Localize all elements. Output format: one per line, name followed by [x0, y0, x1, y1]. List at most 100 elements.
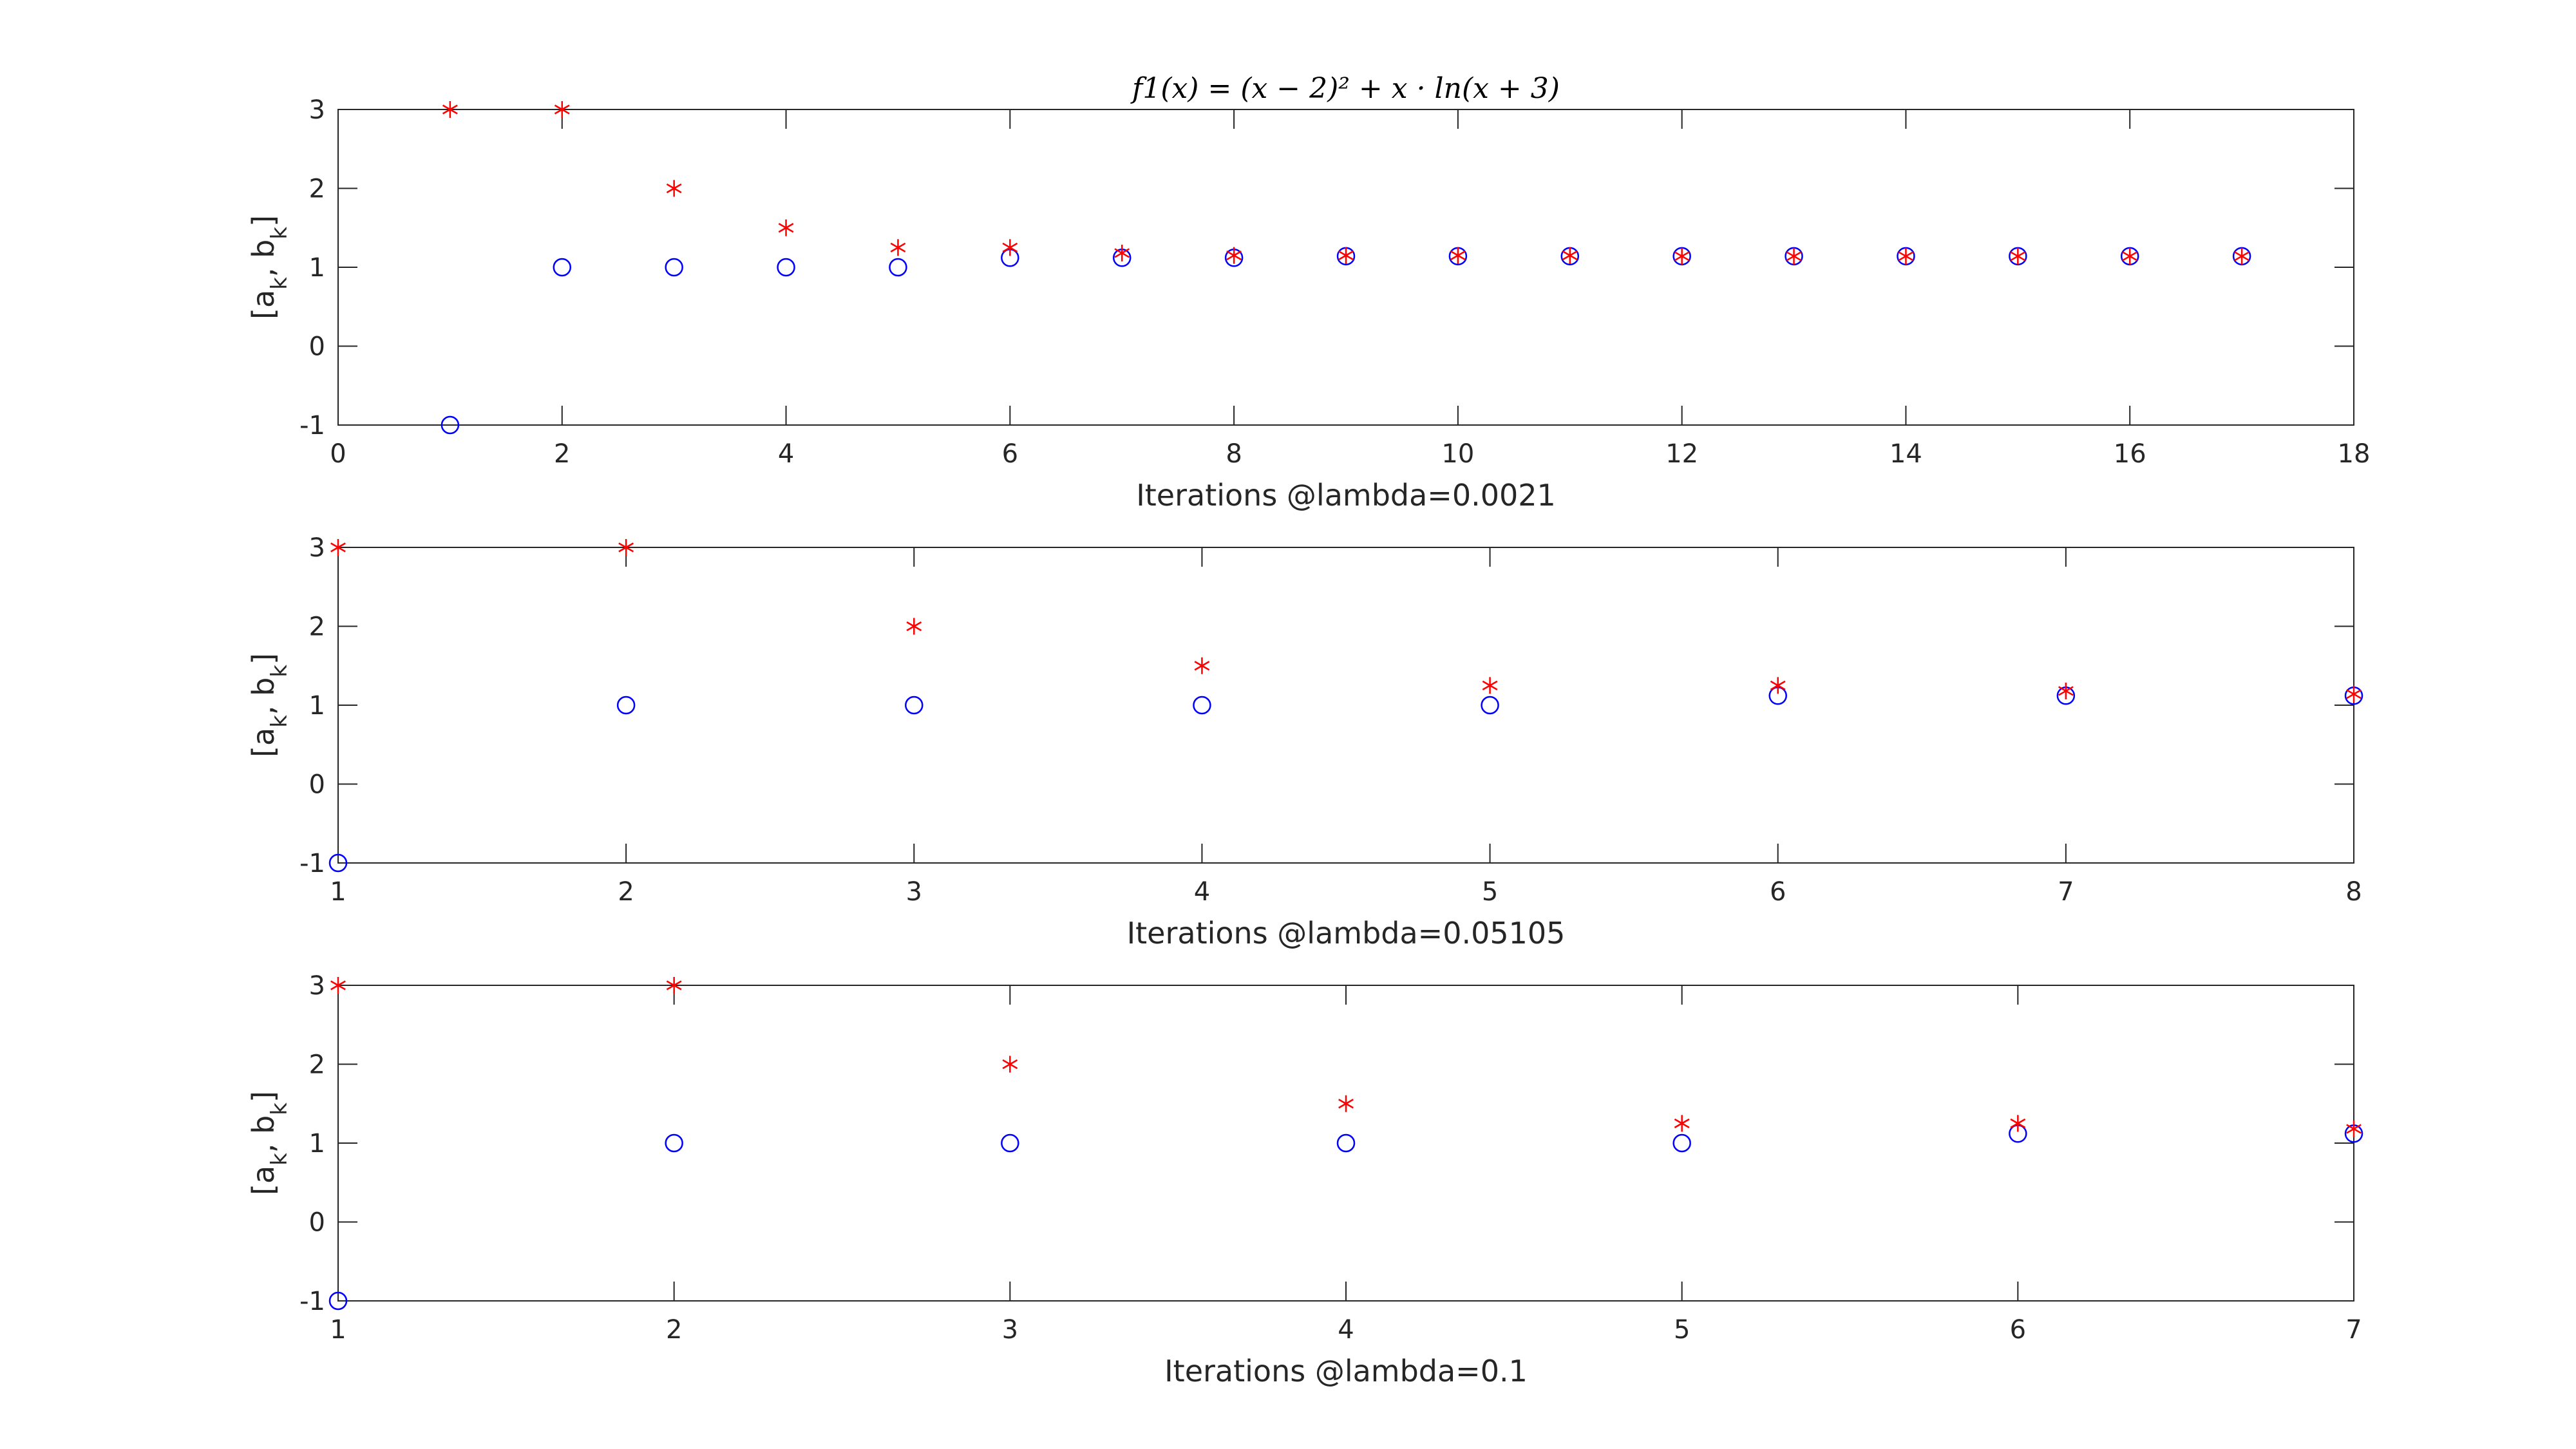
- data-point: [2010, 247, 2026, 265]
- data-point: [616, 696, 636, 715]
- x-tick-label: 2: [618, 877, 634, 907]
- series-2: [330, 539, 2362, 703]
- data-point: [905, 696, 923, 715]
- data-point: [778, 219, 794, 236]
- x-tick-label: 3: [1002, 1315, 1018, 1345]
- data-point: [1482, 677, 1498, 694]
- x-tick-label: 8: [2345, 877, 2362, 907]
- data-point: [890, 239, 906, 256]
- x-tick-label: 6: [1002, 439, 1018, 469]
- data-point: [889, 258, 907, 277]
- x-tick-label: 4: [1338, 1315, 1354, 1345]
- x-tick-label: 1: [330, 877, 346, 907]
- y-tick-label: 1: [309, 1129, 325, 1159]
- data-point: [553, 258, 572, 277]
- chart-title: f1(x) = (x − 2)² + x · ln(x + 3): [1130, 72, 1560, 105]
- y-tick-label: 0: [309, 1208, 325, 1238]
- x-tick-label: 4: [1194, 877, 1210, 907]
- x-tick-label: 3: [906, 877, 922, 907]
- y-tick-label: 1: [309, 691, 325, 721]
- x-tick-label: 14: [1889, 439, 1922, 469]
- x-tick-label: 1: [330, 1315, 346, 1345]
- x-tick-label: 2: [666, 1315, 682, 1345]
- y-axis-label: [ak, bk]: [246, 215, 292, 319]
- data-point: [2058, 682, 2074, 699]
- subplot-2: 1 2 3 4 5 6 7 8 -1 0 1 2 3 Iterations @lambda=0.05105…: [246, 533, 2363, 951]
- x-axis-label: Iterations @lambda=0.0021: [1136, 478, 1556, 513]
- x-tick-label: 7: [2058, 877, 2074, 907]
- x-tick-label: 8: [1226, 439, 1242, 469]
- x-tick-label: 7: [2345, 1315, 2362, 1345]
- data-point: [666, 977, 682, 994]
- series-2: [442, 101, 2249, 265]
- data-point: [1193, 696, 1211, 715]
- x-tick-label: 6: [1770, 877, 1786, 907]
- series-2: [330, 977, 2362, 1137]
- data-point: [1338, 1095, 1354, 1112]
- data-point: [330, 539, 346, 556]
- y-axis-label: [ak, bk]: [246, 653, 292, 757]
- data-point: [1001, 1133, 1019, 1153]
- y-tick-label: 0: [309, 332, 325, 362]
- data-point: [1674, 247, 1690, 265]
- x-axis-label: Iterations @lambda=0.1: [1164, 1354, 1528, 1388]
- data-point: [1002, 239, 1018, 256]
- data-point: [2010, 1115, 2026, 1132]
- y-tick-label: -1: [299, 849, 325, 878]
- y-tick-label: 3: [309, 533, 325, 563]
- data-point: [1226, 247, 1242, 264]
- subplot-3: 1 2 3 4 5 6 7 -1 0 1 2 3 Iterations @lambda=0.1 [ak, …: [246, 971, 2363, 1388]
- y-tick-label: 2: [309, 1050, 325, 1080]
- data-point: [1674, 1115, 1690, 1132]
- data-point: [1114, 244, 1130, 261]
- data-point: [1562, 247, 1578, 264]
- x-tick-label: 18: [2338, 439, 2371, 469]
- data-point: [440, 415, 460, 435]
- data-point: [1450, 247, 1466, 264]
- y-tick-label: -1: [299, 1287, 325, 1316]
- data-point: [618, 539, 634, 556]
- x-tick-label: 12: [1665, 439, 1698, 469]
- data-point: [1336, 1133, 1356, 1153]
- y-tick-label: 3: [309, 971, 325, 1001]
- data-point: [666, 180, 682, 197]
- data-point: [2346, 685, 2362, 703]
- data-point: [330, 977, 346, 994]
- data-point: [554, 101, 570, 118]
- x-tick-label: 10: [1441, 439, 1474, 469]
- data-point: [1770, 677, 1786, 694]
- y-tick-label: 2: [309, 175, 325, 204]
- x-axis-label: Iterations @lambda=0.05105: [1127, 916, 1566, 951]
- x-tick-label: 6: [2010, 1315, 2026, 1345]
- y-tick-label: 1: [309, 253, 325, 283]
- data-point: [328, 1291, 348, 1311]
- y-axis-label: [ak, bk]: [246, 1091, 292, 1195]
- data-point: [1002, 1056, 1018, 1073]
- data-point: [1194, 657, 1210, 674]
- x-tick-label: 4: [778, 439, 794, 469]
- data-point: [442, 101, 458, 118]
- data-point: [1786, 247, 1802, 265]
- data-point: [1672, 1133, 1691, 1153]
- data-point: [2346, 1120, 2362, 1137]
- y-tick-label: 3: [309, 95, 325, 125]
- data-point: [1898, 247, 1914, 265]
- x-tick-label: 5: [1674, 1315, 1690, 1345]
- data-point: [1481, 696, 1499, 715]
- y-tick-label: 2: [309, 612, 325, 642]
- data-point: [665, 1133, 683, 1153]
- data-point: [2122, 247, 2138, 265]
- x-tick-label: 2: [554, 439, 570, 469]
- x-tick-label: 5: [1482, 877, 1498, 907]
- y-tick-label: -1: [299, 411, 325, 440]
- x-tick-label: 16: [2114, 439, 2146, 469]
- data-point: [2234, 247, 2249, 265]
- y-tick-label: 0: [309, 770, 325, 800]
- data-point: [906, 618, 922, 635]
- data-point: [777, 258, 795, 277]
- x-tick-label: 0: [330, 439, 346, 469]
- data-point: [665, 258, 683, 277]
